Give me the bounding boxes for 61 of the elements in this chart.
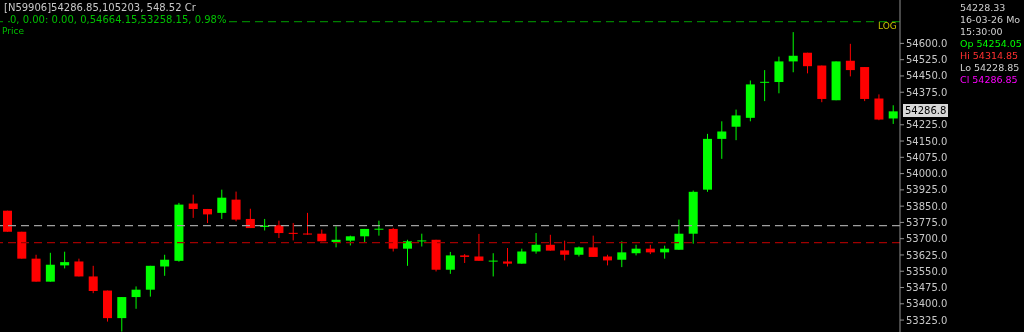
text: 15:30:00 xyxy=(960,26,1004,38)
y-tick-label: 54225.0 xyxy=(906,119,948,131)
candlestick xyxy=(217,189,227,220)
candlestick xyxy=(617,240,627,268)
text: 0, 0.00: 0.00, 0,54664.15,53258.15, 0.98% xyxy=(10,14,229,25)
candlestick xyxy=(88,265,98,294)
candlestick xyxy=(303,212,312,236)
candlestick xyxy=(474,233,484,262)
y-tick-label: 53475.0 xyxy=(906,282,948,294)
candlestick xyxy=(588,235,598,258)
candlestick xyxy=(374,220,384,237)
candlestick xyxy=(388,227,398,252)
y-tick-label: 54600.0 xyxy=(906,37,948,49)
candlestick xyxy=(274,220,284,239)
text: Cl 54286.85 xyxy=(960,74,1019,86)
y-tick-label: 54075.0 xyxy=(906,151,948,163)
candlestick xyxy=(417,233,427,247)
candlestick xyxy=(845,43,855,77)
candlestick xyxy=(760,69,770,102)
candlestick xyxy=(288,222,298,241)
y-tick-label: 53550.0 xyxy=(906,265,948,277)
candlestick xyxy=(45,252,55,283)
text: Hi 54314.85 xyxy=(960,50,1020,62)
candlestick xyxy=(31,254,41,283)
candlestick xyxy=(403,239,412,267)
y-tick-label: 53400.0 xyxy=(906,298,948,310)
y-axis-title: Price xyxy=(2,26,24,36)
y-tick-label: 53625.0 xyxy=(906,249,948,261)
y-tick-label: 54450.0 xyxy=(906,70,948,82)
y-tick-label: 54375.0 xyxy=(906,86,948,98)
candlestick xyxy=(488,252,498,277)
candlestick xyxy=(188,194,198,219)
candlestick xyxy=(145,265,155,298)
candlestick xyxy=(117,296,127,332)
y-tick-label: 54525.0 xyxy=(906,54,948,66)
text: 54286.8 xyxy=(903,104,949,118)
candlestick xyxy=(560,240,570,261)
text: 54228.33 xyxy=(960,2,1007,14)
candlestick xyxy=(503,247,512,267)
candlestick xyxy=(445,251,455,275)
candlestick xyxy=(717,120,727,160)
candlestick xyxy=(731,109,741,141)
candlestick xyxy=(888,104,898,125)
candlestick xyxy=(674,219,684,251)
text: Op 54254.05 xyxy=(960,38,1022,50)
y-tick-label: 53775.0 xyxy=(906,216,948,228)
candlestick xyxy=(131,285,141,310)
text: Lo 54228.85 xyxy=(960,62,1021,74)
y-tick-label: 53325.0 xyxy=(906,314,948,326)
y-tick-label: 54000.0 xyxy=(906,168,948,180)
candlestick xyxy=(331,225,341,248)
candlestick xyxy=(231,191,241,222)
candlestick xyxy=(874,93,884,121)
annotation: LOG xyxy=(878,20,897,31)
y-tick-label: 53700.0 xyxy=(906,233,948,245)
y-tick-label: 53850.0 xyxy=(906,200,948,212)
chart-title: [N59906]54286.85,105203, 548.52 Cr xyxy=(4,2,196,13)
text: 16-03-26 Mo xyxy=(960,14,1022,26)
y-tick-label: 53925.0 xyxy=(906,184,948,196)
candlestick xyxy=(774,56,784,94)
y-tick-label: 54150.0 xyxy=(906,135,948,147)
